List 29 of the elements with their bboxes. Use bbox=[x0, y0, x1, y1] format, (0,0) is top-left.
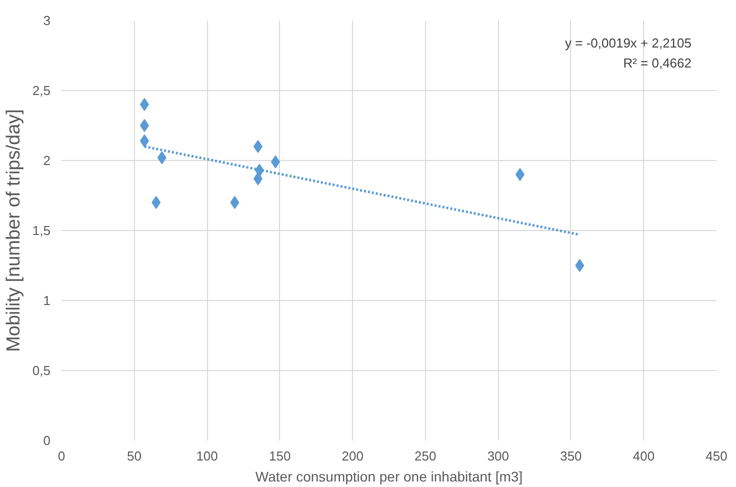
point bbox=[575, 259, 584, 272]
y-tick-label: 1 bbox=[43, 293, 51, 308]
y-tick-label: 2,5 bbox=[32, 83, 51, 98]
x-tick-label: 150 bbox=[268, 448, 291, 464]
x-tick-label: 300 bbox=[487, 448, 510, 464]
x-tick-label: 450 bbox=[706, 448, 728, 464]
x-tick-label: 50 bbox=[127, 448, 142, 464]
point bbox=[157, 151, 166, 164]
y-tick-label: 0 bbox=[43, 433, 51, 448]
x-tick-label: 200 bbox=[342, 448, 364, 464]
y-tick-label: 3 bbox=[43, 13, 51, 28]
annotation: y = -0,0019x + 2,2105 bbox=[565, 36, 692, 50]
point bbox=[152, 196, 161, 209]
x-tick-label: 400 bbox=[632, 448, 655, 464]
x-tick-label: 100 bbox=[196, 448, 218, 464]
annotation: R² = 0,4662 bbox=[623, 56, 692, 70]
x-tick-label: 0 bbox=[58, 448, 66, 464]
y-tick-label: 1,5 bbox=[32, 223, 51, 238]
point bbox=[270, 155, 280, 168]
y-axis-title: Mobility [number of trips/day] bbox=[3, 109, 24, 352]
x-tick-label: 250 bbox=[414, 448, 436, 464]
point bbox=[140, 134, 149, 148]
y-tick-label: 0,5 bbox=[32, 363, 51, 378]
point bbox=[140, 98, 149, 111]
x-tick-label: 350 bbox=[560, 448, 582, 464]
y-tick-label: 2 bbox=[43, 153, 51, 168]
point bbox=[230, 196, 240, 209]
point bbox=[140, 119, 149, 132]
x-axis-title: Water consumption per one inhabitant [m3] bbox=[255, 468, 523, 484]
